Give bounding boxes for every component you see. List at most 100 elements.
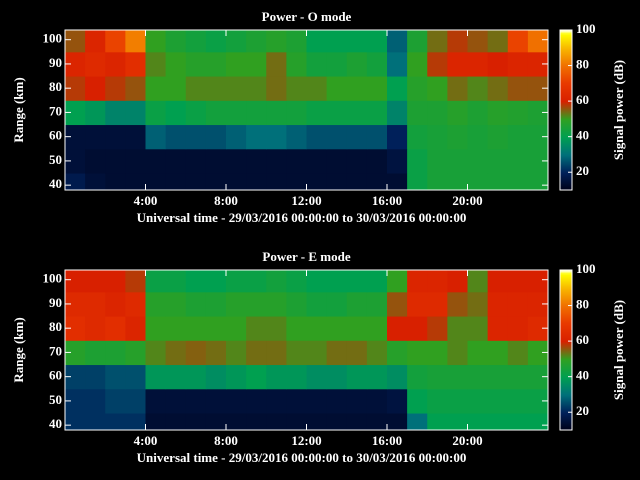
heatmap-cell [347, 52, 368, 77]
heatmap-cell [186, 389, 207, 414]
heatmap-cell [206, 268, 227, 293]
heatmap-cell [125, 268, 146, 293]
x-tick-label: 16:00 [372, 433, 402, 448]
heatmap-cell [407, 389, 428, 414]
y-tick-label: 100 [43, 31, 63, 46]
heatmap-cell [125, 52, 146, 77]
heatmap-cell [347, 76, 368, 101]
heatmap-cell [226, 28, 247, 53]
heatmap-cell [125, 389, 146, 414]
x-tick-label: 4:00 [134, 193, 158, 208]
heatmap-cell [508, 413, 529, 438]
heatmap-cell [246, 389, 267, 414]
heatmap-cell [246, 292, 267, 317]
y-tick-label: 70 [49, 103, 62, 118]
heatmap-cell [427, 149, 448, 174]
heatmap-cell [367, 76, 388, 101]
heatmap-cell [307, 52, 328, 77]
heatmap-cell [347, 28, 368, 53]
heatmap-cell [166, 268, 187, 293]
heatmap-cell [186, 52, 207, 77]
heatmap-cell [146, 365, 167, 390]
heatmap-cell [186, 100, 207, 125]
heatmap-cell [266, 292, 287, 317]
heatmap-cell [105, 149, 126, 174]
heatmap-cell [488, 316, 509, 341]
colorbar-tick-label: 80 [576, 57, 589, 72]
heatmap-cell [427, 28, 448, 53]
heatmap-cell [246, 316, 267, 341]
heatmap-cell [327, 100, 348, 125]
heatmap-cell [488, 28, 509, 53]
heatmap-cell [367, 292, 388, 317]
heatmap-cell [286, 365, 307, 390]
heatmap-cell [327, 316, 348, 341]
heatmap-cell [387, 292, 408, 317]
heatmap-cell [85, 173, 106, 198]
heatmap-cell [186, 76, 207, 101]
heatmap-cell [367, 100, 388, 125]
y-tick-label: 90 [49, 295, 62, 310]
heatmap-cell [427, 413, 448, 438]
colorbar-tick-label: 40 [576, 368, 589, 383]
heatmap-cell [266, 173, 287, 198]
x-tick-label: 8:00 [214, 433, 238, 448]
heatmap-cell [146, 389, 167, 414]
heatmap-cell [508, 316, 529, 341]
heatmap-cell [105, 52, 126, 77]
y-tick-label: 40 [49, 176, 62, 191]
heatmap-cell [246, 100, 267, 125]
heatmap-cell [146, 340, 167, 365]
heatmap-cell [327, 413, 348, 438]
heatmap-cell [367, 340, 388, 365]
heatmap-cell [286, 316, 307, 341]
heatmap-cell [186, 340, 207, 365]
heatmap-cell [246, 149, 267, 174]
heatmap-cell [85, 268, 106, 293]
heatmap-cell [286, 125, 307, 150]
heatmap-cell [125, 28, 146, 53]
heatmap-cell [407, 100, 428, 125]
heatmap-cell [367, 149, 388, 174]
heatmap-cell [286, 389, 307, 414]
y-tick-label: 40 [49, 416, 62, 431]
heatmap-cell [508, 173, 529, 198]
heatmap-cell [206, 389, 227, 414]
chart-title: Power - E mode [262, 249, 350, 264]
heatmap-cell [488, 413, 509, 438]
heatmap-cell [488, 268, 509, 293]
heatmap-cell [508, 365, 529, 390]
heatmap-cell [367, 52, 388, 77]
heatmap-cell [226, 268, 247, 293]
heatmap-cell [246, 28, 267, 53]
heatmap-cell [508, 389, 529, 414]
heatmap-cell [468, 28, 489, 53]
heatmap-cell [407, 28, 428, 53]
heatmap-cell [327, 52, 348, 77]
heatmap-cell [85, 340, 106, 365]
colorbar-tick-label: 100 [576, 261, 596, 276]
heatmap-cell [447, 125, 468, 150]
heatmap-cell [266, 389, 287, 414]
heatmap-cell [266, 28, 287, 53]
heatmap-cell [226, 100, 247, 125]
heatmap-cell [367, 125, 388, 150]
heatmap-cell [246, 173, 267, 198]
heatmap-cell [327, 125, 348, 150]
heatmap-cell [447, 149, 468, 174]
heatmap-cell [146, 268, 167, 293]
heatmap-cell [407, 413, 428, 438]
heatmap-cell [488, 125, 509, 150]
heatmap-cell [327, 340, 348, 365]
y-axis-label: Range (km) [11, 77, 26, 142]
heatmap-cell [125, 316, 146, 341]
x-tick-label: 20:00 [452, 193, 482, 208]
heatmap-cell [206, 149, 227, 174]
heatmap-cell [407, 292, 428, 317]
heatmap-cell [367, 365, 388, 390]
heatmap-cell [105, 125, 126, 150]
heatmap-cell [427, 292, 448, 317]
heatmap-cell [266, 149, 287, 174]
heatmap-cell [85, 389, 106, 414]
heatmap-cell [85, 292, 106, 317]
